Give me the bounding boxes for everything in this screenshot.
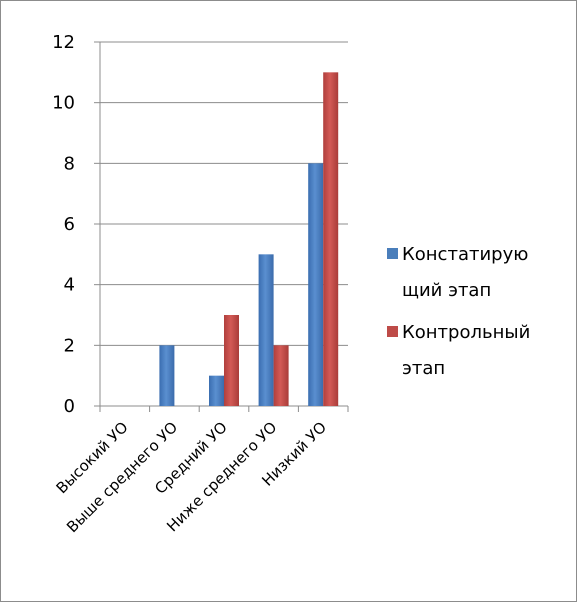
y-tick-label: 6: [64, 214, 75, 235]
legend-swatch-1: [387, 326, 398, 337]
legend-label-0-line-0: Констатирую: [402, 244, 528, 265]
bar-control-4: [323, 72, 339, 406]
legend-swatch-0: [387, 248, 398, 259]
y-tick-label: 12: [52, 32, 75, 53]
bar-constating-4: [308, 163, 324, 406]
legend-label-0-line-1: щий этап: [402, 280, 491, 301]
y-tick-label: 4: [64, 275, 75, 296]
y-tick-label: 0: [64, 396, 75, 417]
bar-constating-3: [258, 254, 274, 406]
bar-control-2: [224, 315, 239, 406]
y-tick-label: 10: [52, 93, 75, 114]
bar-constating-2: [209, 375, 224, 406]
y-tick-label: 8: [64, 153, 75, 174]
legend-label-1-line-1: этап: [402, 358, 445, 379]
y-tick-labels: 0 2 4 6 8 10 12: [52, 32, 75, 417]
legend: Констатирую щий этап Контрольный этап: [387, 244, 530, 379]
bar-constating-1: [159, 345, 175, 406]
legend-label-1-line-0: Контрольный: [402, 322, 530, 343]
y-tick-label: 2: [64, 335, 75, 356]
gridlines: [100, 41, 348, 346]
bar-control-3: [273, 345, 289, 406]
bars: [159, 72, 339, 406]
